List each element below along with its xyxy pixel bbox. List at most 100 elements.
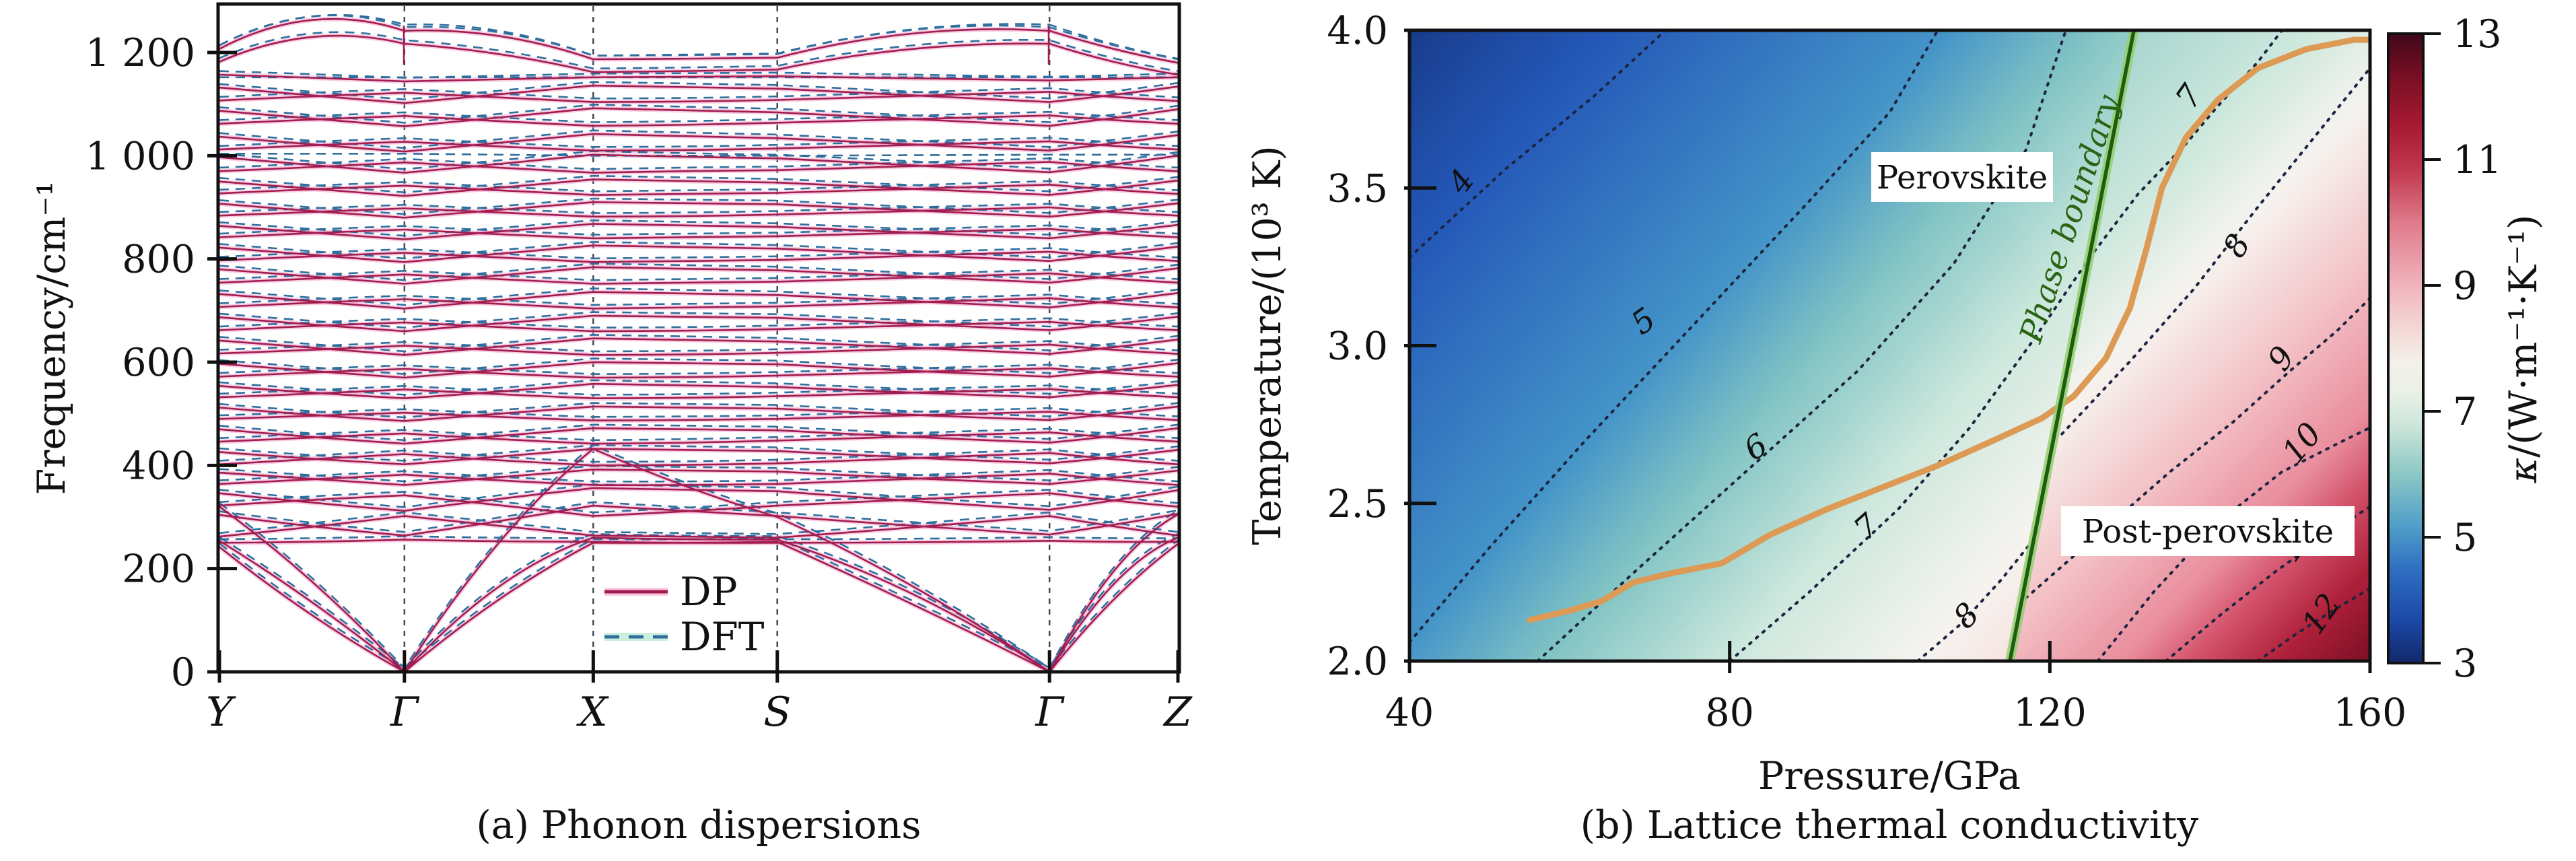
xtick-label: X: [576, 689, 609, 736]
phonon-band-dft: [219, 87, 1179, 100]
phonon-band-dft: [219, 31, 1179, 72]
phonon-band-dp: [219, 84, 1179, 104]
xtick-label: 120: [2013, 691, 2087, 735]
phonon-band-dft: [219, 203, 1179, 214]
heatmap-clip: [1409, 30, 2370, 661]
phonon-band-dft: [219, 444, 1179, 462]
ytick-label: 1 200: [85, 31, 195, 75]
region-label-post-perovskite: Post-perovskite: [2061, 506, 2355, 556]
phonon-band-dp: [219, 473, 1179, 486]
phonon-bands-dft-layer: [219, 13, 1179, 670]
phonon-band-dft: [219, 129, 1179, 149]
phonon-band-dp: [219, 314, 1179, 333]
colorbar: 13 11 9 7 5 3 κ/(W·m⁻¹·K⁻¹): [2387, 12, 2546, 686]
phonon-band-dp: [219, 133, 1179, 153]
phase-boundary-line: [2008, 30, 2136, 661]
phonon-band-dft: [219, 219, 1179, 237]
phonon-band-dp: [219, 223, 1179, 240]
phonon-band-dft: [219, 427, 1179, 442]
phonon-band-dft: [219, 174, 1179, 194]
panel-b-yaxis-title: Temperature/(10³ K): [1245, 145, 1290, 545]
colorbar-symbol: κ: [2501, 458, 2546, 483]
phonon-band-dft: [219, 110, 1179, 123]
phonon-band-dft: [219, 224, 1179, 236]
phonon-band-dp: [219, 361, 1179, 379]
region-label-bg: [2061, 506, 2355, 556]
phonon-band-dft: [219, 357, 1179, 375]
region-label-bg: [1871, 152, 2053, 202]
ytick-label: 3.0: [1327, 324, 1388, 369]
phonon-band-dp: [219, 337, 1179, 356]
phonon-band-dp: [219, 388, 1179, 400]
phonon-band-dft: [219, 423, 1179, 442]
phonon-band-dp: [219, 228, 1179, 240]
phonon-band-dp: [219, 161, 1179, 174]
phonon-band-dft: [219, 464, 1179, 483]
phase-boundary-layer: [2005, 30, 2139, 661]
phonon-band-dp: [219, 343, 1179, 356]
panel-b: 45677889101112 Phase boundary Perovskite…: [1245, 9, 2546, 848]
geotherm-curve: [1526, 36, 2370, 623]
panel-a-legend: DP DFT: [604, 569, 765, 660]
phonon-band-dp: [219, 469, 1179, 486]
phonon-band-dp: [219, 178, 1179, 197]
phonon-band-dp: [219, 272, 1179, 285]
phonon-band-dft: [219, 197, 1179, 215]
ytick-label: 2.0: [1327, 640, 1388, 684]
contour-line-6: [1536, 30, 2068, 661]
panel-b-xaxis-title: Pressure/GPa: [1758, 754, 2021, 798]
phonon-band-dp: [219, 183, 1179, 196]
phonon-band-dp: [219, 153, 1179, 174]
phonon-band-dft: [219, 81, 1179, 101]
phonon-band-dft: [219, 269, 1179, 281]
phonon-band-dp: [219, 201, 1179, 219]
ytick-label: 3.5: [1327, 166, 1388, 211]
region-label-perovskite: Perovskite: [1871, 152, 2053, 202]
phonon-band-dp: [219, 291, 1179, 310]
ytick-label: 400: [122, 444, 195, 488]
phonon-band-dp: [219, 18, 1179, 64]
phonon-band-dft: [219, 13, 1179, 60]
phonon-band-dft: [219, 241, 1179, 260]
phonon-band-dft: [219, 263, 1179, 281]
phonon-band-dft: [219, 340, 1179, 353]
colorbar-tick-label: 9: [2453, 264, 2477, 308]
xtick-label: Γ: [1035, 689, 1065, 736]
phonon-band-dft: [219, 311, 1179, 329]
panel-b-caption: (b) Lattice thermal conductivity: [1580, 803, 2199, 848]
colorbar-tick-label: 7: [2453, 390, 2477, 434]
contour-line-10: [2096, 426, 2370, 661]
phonon-band-dft: [219, 247, 1179, 260]
phonon-band-dft: [219, 489, 1179, 514]
region-label-text: Perovskite: [1877, 159, 2048, 197]
phonon-band-dft: [219, 483, 1179, 508]
phonon-band-dp: [219, 405, 1179, 422]
phonon-band-dp: [219, 107, 1179, 127]
phonon-band-dp: [219, 487, 1179, 512]
xtick-label: 80: [1705, 691, 1754, 735]
phonon-band-dp: [219, 427, 1179, 445]
phonon-band-dft: [219, 448, 1179, 463]
ytick-label: 2.5: [1327, 482, 1388, 526]
colorbar-gradient: [2388, 34, 2423, 663]
xtick-label: Y: [206, 689, 236, 736]
panel-a-ytick-layer: 0 200 400 600 800 1 000 1 200: [85, 31, 237, 695]
panel-b-xtick-layer: 40 80 120 160: [1385, 641, 2406, 735]
phonon-band-dp: [219, 34, 1179, 76]
phonon-band-dp: [219, 367, 1179, 379]
phonon-band-dft: [219, 294, 1179, 306]
phonon-band-dft: [219, 364, 1179, 375]
panel-a: 0 200 400 600 800 1 000 1 200 Y Γ X S Γ Z Frequency…: [30, 2, 1193, 848]
phonon-band-dft: [219, 444, 1179, 670]
phonon-band-dp: [219, 452, 1179, 467]
phonon-band-dft: [219, 379, 1179, 396]
contour-line-12: [2256, 587, 2370, 661]
phonon-band-dft: [219, 287, 1179, 306]
phonon-band-dp: [219, 382, 1179, 400]
phonon-band-dft: [219, 334, 1179, 353]
colorbar-frame: [2387, 32, 2425, 664]
xtick-label: Z: [1162, 689, 1193, 736]
